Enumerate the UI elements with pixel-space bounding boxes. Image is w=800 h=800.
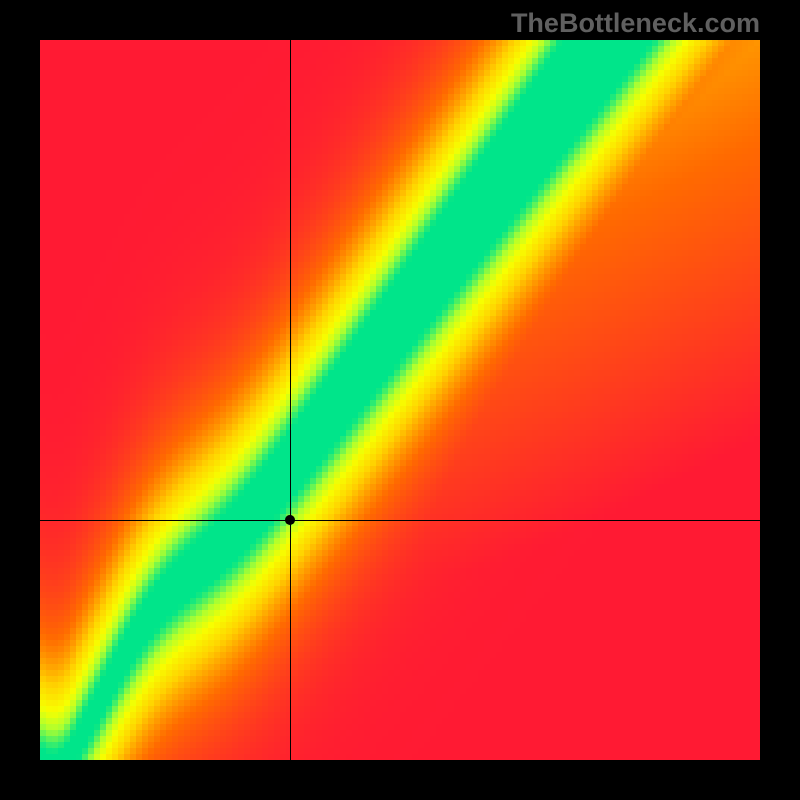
watermark-text: TheBottleneck.com bbox=[511, 8, 760, 39]
chart-container: TheBottleneck.com bbox=[0, 0, 800, 800]
heatmap-plot bbox=[0, 0, 800, 800]
